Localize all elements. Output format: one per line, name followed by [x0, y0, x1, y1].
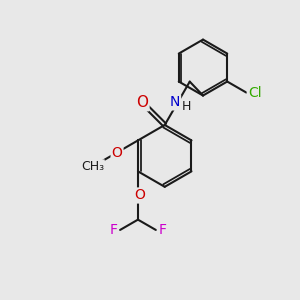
Text: F: F — [110, 223, 118, 237]
Text: H: H — [182, 100, 191, 113]
Text: N: N — [170, 95, 180, 110]
Text: O: O — [136, 95, 148, 110]
Text: Cl: Cl — [248, 85, 261, 100]
Text: CH₃: CH₃ — [81, 160, 104, 173]
Text: F: F — [158, 223, 166, 237]
Text: O: O — [134, 188, 145, 203]
Text: O: O — [112, 146, 122, 160]
